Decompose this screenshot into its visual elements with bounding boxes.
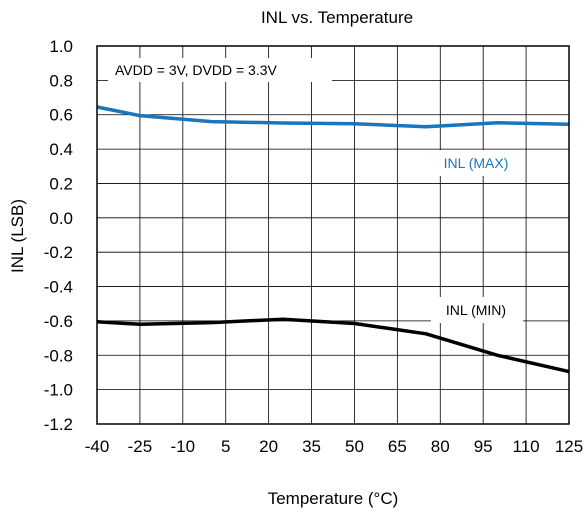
x-tick-label: 125 — [555, 437, 583, 456]
inl-min-line — [96, 317, 570, 374]
grid — [97, 46, 569, 424]
y-tick-label: -0.8 — [44, 346, 73, 365]
y-tick-label: -0.4 — [44, 278, 73, 297]
annotation-box: AVDD = 3V, DVDD = 3.3V — [108, 58, 332, 82]
y-tick-labels: -1.2 -1.0 -0.8 -0.6 -0.4 -0.2 0.0 0.2 0.4 0.6 0.8 1… — [44, 37, 73, 434]
x-tick-label: 20 — [259, 437, 278, 456]
annotation-background — [108, 58, 332, 82]
x-tick-label: -40 — [85, 437, 110, 456]
inl-max-label: INL (MAX) — [444, 155, 509, 171]
x-tick-label: 110 — [513, 437, 540, 456]
y-tick-label: 0.0 — [49, 209, 73, 228]
y-tick-label: -1.2 — [44, 415, 73, 434]
x-tick-label: 95 — [474, 437, 493, 456]
y-tick-label: -0.6 — [44, 312, 73, 331]
y-tick-label: 1.0 — [49, 37, 73, 56]
y-tick-label: 0.4 — [49, 140, 73, 159]
y-tick-label: 0.2 — [49, 174, 73, 193]
series-labels: INL (MAX) INL (MIN) — [431, 150, 523, 323]
inl-min-label: INL (MIN) — [446, 302, 506, 318]
x-tick-label: 80 — [431, 437, 450, 456]
x-tick-label: 65 — [388, 437, 407, 456]
x-tick-label: 35 — [302, 437, 321, 456]
chart-title: INL vs. Temperature — [261, 8, 413, 27]
y-tick-label: -0.2 — [44, 243, 73, 262]
series-layer — [96, 105, 570, 374]
inl-min-label-background — [431, 297, 523, 323]
x-tick-label: -10 — [171, 437, 196, 456]
inl-max-line — [96, 105, 570, 129]
x-tick-labels: -40 -25 -10 5 20 35 50 65 80 95 110 125 — [85, 437, 583, 456]
x-tick-label: 50 — [345, 437, 364, 456]
y-tick-label: 0.6 — [49, 106, 73, 125]
y-axis-title: INL (LSB) — [8, 199, 27, 273]
x-tick-label: -25 — [128, 437, 153, 456]
plot-frame — [96, 45, 570, 425]
x-axis-title: Temperature (°C) — [268, 489, 399, 508]
annotation-text: AVDD = 3V, DVDD = 3.3V — [115, 62, 278, 78]
x-tick-label: 5 — [221, 437, 230, 456]
y-tick-label: 0.8 — [49, 71, 73, 90]
y-tick-label: -1.0 — [44, 381, 73, 400]
inl-max-label-background — [431, 150, 523, 176]
